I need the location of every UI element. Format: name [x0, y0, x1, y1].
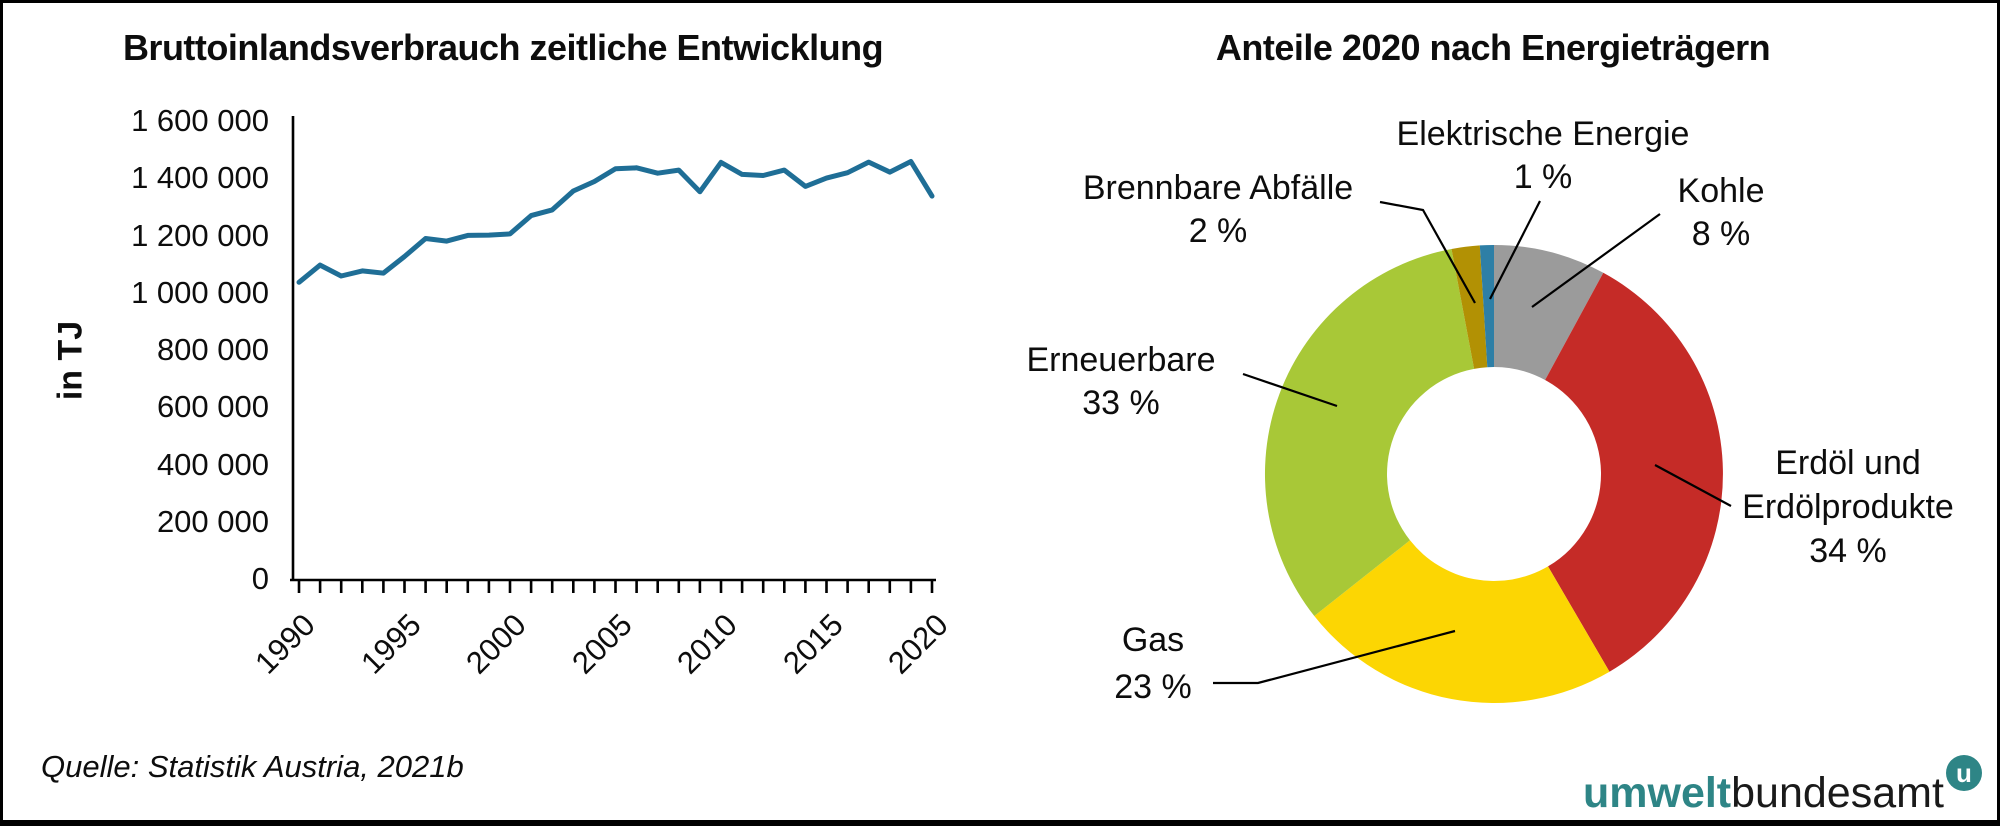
- donut-chart: [1264, 244, 1723, 703]
- donut-segment-elektrisch: [1479, 244, 1494, 368]
- leader-line-gas: [1213, 629, 1456, 685]
- leader-line-brennbare: [1379, 200, 1476, 304]
- label-percent: 33 %: [1082, 384, 1160, 422]
- donut-segment-kohle: [1494, 245, 1604, 380]
- donut-segment-gas: [1314, 540, 1610, 703]
- label-percent: 1 %: [1513, 158, 1573, 196]
- donut-segment-erneuerbare: [1264, 249, 1475, 616]
- logo-umwelt: umwelt: [1583, 769, 1732, 817]
- donut-label-erneuerbare: Erneuerbare 33 %: [1026, 339, 1215, 425]
- label-percent: 8 %: [1691, 215, 1751, 253]
- y-tick-label: 200 000: [156, 504, 269, 539]
- label-percent: 34 %: [1809, 532, 1887, 570]
- y-tick-label: 600 000: [156, 389, 269, 424]
- logo-u-badge-icon: u: [1945, 755, 1982, 791]
- donut-label-brennbare-abfaelle: Brennbare Abfälle 2 %: [1083, 167, 1353, 253]
- label-text: Gas: [1121, 621, 1185, 659]
- leader-line-erneuerbare: [1242, 372, 1338, 408]
- umweltbundesamt-logo: umweltbundesamt u: [1583, 755, 1982, 818]
- label-text: Erdöl und: [1775, 444, 1921, 482]
- line-chart: [290, 116, 936, 593]
- label-text: Erneuerbare: [1026, 341, 1216, 379]
- leader-line-erdoel: [1654, 464, 1732, 507]
- leader-line-elektrisch: [1489, 200, 1541, 300]
- y-tick-label: 1 400 000: [131, 160, 269, 195]
- y-tick-label: 800 000: [156, 332, 269, 367]
- donut-label-kohle: Kohle 8 %: [1678, 170, 1765, 256]
- donut-chart-title: Anteile 2020 nach Energieträgern: [1215, 27, 1771, 68]
- y-tick-label: 0: [251, 561, 269, 596]
- y-tick-label: 1 000 000: [131, 275, 269, 310]
- line-series-bruttoinlandsverbrauch: [296, 159, 935, 285]
- logo-bundesamt: bundesamt: [1731, 769, 1944, 817]
- y-tick-label: 1 200 000: [131, 218, 269, 253]
- charts-canvas: [290, 116, 1732, 703]
- line-chart-title: Bruttoinlandsverbrauch zeitliche Entwick…: [122, 27, 884, 68]
- leader-line-kohle: [1531, 213, 1661, 308]
- label-text: Elektrische Energie: [1396, 115, 1690, 153]
- donut-leader-lines: [1213, 200, 1732, 685]
- donut-label-erdoel: Erdöl und Erdölprodukte 34 %: [1742, 441, 1954, 573]
- label-percent: 2 %: [1188, 212, 1248, 250]
- source-note: Quelle: Statistik Austria, 2021b: [41, 749, 464, 784]
- label-text: Brennbare Abfälle: [1082, 169, 1354, 207]
- y-tick-label: 1 600 000: [131, 103, 269, 138]
- donut-segment-erdoel: [1545, 272, 1723, 672]
- label-percent: 23 %: [1114, 668, 1192, 706]
- y-tick-label: 400 000: [156, 447, 269, 482]
- label-text: Kohle: [1677, 172, 1765, 210]
- donut-label-gas: Gas 23 %: [1114, 617, 1192, 711]
- label-text: Erdölprodukte: [1742, 488, 1954, 526]
- line-chart-axes: [290, 116, 936, 593]
- donut-label-elektrische-energie: Elektrische Energie 1 %: [1397, 113, 1690, 199]
